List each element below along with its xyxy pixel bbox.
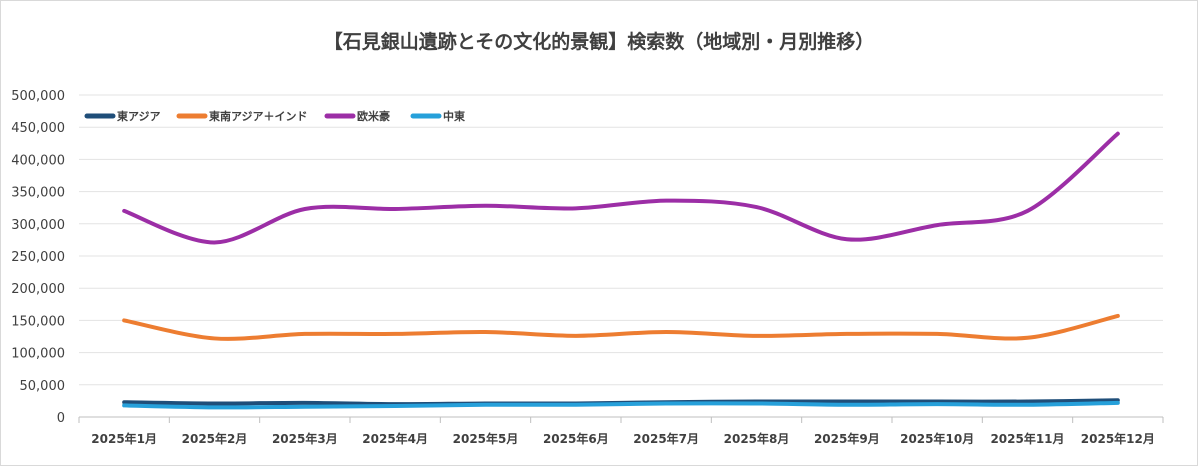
x-axis: 2025年1月 2025年2月 2025年3月 2025年4月 2025年5月 2025年…: [78, 417, 1164, 446]
x-tick-label: 2025年10月: [900, 431, 974, 446]
y-tick-label: 300,000: [11, 218, 65, 233]
y-tick-label: 0: [57, 411, 65, 426]
x-tick-label: 2025年8月: [724, 431, 790, 446]
x-tick-label: 2025年11月: [990, 431, 1064, 446]
y-tick-label: 400,000: [11, 153, 65, 168]
x-tick-label: 2025年3月: [272, 431, 338, 446]
series-line-3: [122, 131, 1120, 245]
y-tick-label: 50,000: [20, 379, 66, 394]
x-tick-label: 2025年4月: [362, 431, 428, 446]
y-tick-label: 500,000: [11, 89, 65, 104]
x-tick-label: 2025年2月: [182, 431, 248, 446]
series-lines: [122, 131, 1120, 410]
legend: 東アジア 東南アジア＋インド 欧米豪 中東: [84, 109, 466, 123]
y-tick-label: 150,000: [11, 314, 65, 329]
x-tick-label: 2025年12月: [1081, 431, 1155, 446]
legend-label-3: 欧米豪: [357, 109, 390, 123]
chart-title: 【石見銀山遺跡とその文化的景観】検索数（地域別・月別推移）: [323, 31, 875, 53]
series-line-4: [122, 400, 1120, 410]
legend-label-1: 東アジア: [117, 109, 161, 123]
x-tick-label: 2025年7月: [633, 431, 699, 446]
y-tick-label: 200,000: [11, 282, 65, 297]
x-tick-label: 2025年1月: [91, 431, 157, 446]
x-tick-label: 2025年6月: [543, 431, 609, 446]
y-tick-label: 450,000: [11, 121, 65, 136]
y-tick-label: 100,000: [11, 347, 65, 362]
legend-label-4: 中東: [443, 109, 466, 123]
legend-label-2: 東南アジア＋インド: [209, 109, 308, 123]
gridlines: [79, 94, 1163, 418]
y-tick-label: 250,000: [11, 250, 65, 265]
y-axis: 0 50,000 100,000 150,000 200,000 250,000 300,0…: [11, 89, 65, 426]
x-tick-label: 2025年9月: [814, 431, 880, 446]
x-tick-label: 2025年5月: [453, 431, 519, 446]
series-line-2: [122, 313, 1120, 341]
y-tick-label: 350,000: [11, 186, 65, 201]
